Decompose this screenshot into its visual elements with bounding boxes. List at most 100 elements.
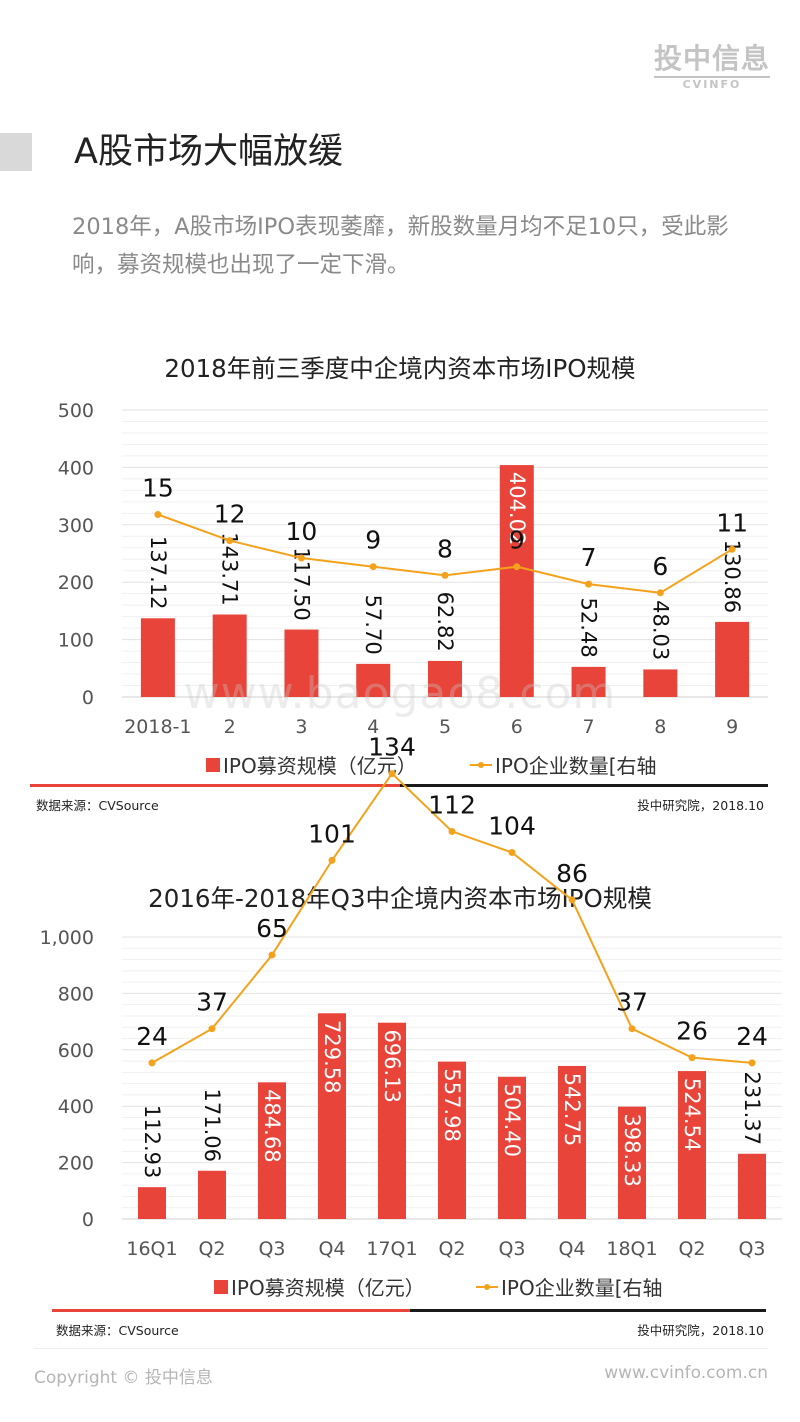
x-tick-label: 8 (654, 716, 666, 738)
x-tick-label: Q3 (738, 1238, 765, 1260)
count-label: 37 (196, 988, 228, 1017)
x-tick-label: Q4 (318, 1238, 345, 1260)
count-label: 24 (736, 1022, 768, 1051)
count-label: 15 (142, 474, 174, 503)
count-label: 11 (716, 508, 748, 537)
x-tick-label: 17Q1 (366, 1238, 417, 1260)
count-label: 24 (136, 1022, 168, 1051)
count-point (328, 856, 336, 864)
count-point (585, 580, 593, 588)
x-tick-label: 2018-1 (124, 716, 191, 738)
count-label: 10 (286, 517, 318, 546)
logo-english: CVINFO (653, 76, 770, 92)
y-tick-label: 500 (58, 400, 94, 422)
bar (715, 621, 750, 697)
chart-1-legend-bars: IPO募资规模（亿元） (206, 750, 417, 779)
footer-divider (34, 1348, 768, 1349)
bar-value-label: 171.06 (200, 1089, 224, 1162)
count-label: 101 (308, 819, 356, 848)
count-label: 134 (368, 733, 416, 762)
count-point (148, 1059, 156, 1067)
count-label: 104 (488, 811, 536, 840)
bar-value-label: 404.02 (505, 472, 529, 545)
bar (318, 1013, 346, 1219)
count-point (628, 1025, 636, 1033)
chart-1-divider-red (30, 784, 400, 787)
footer-website: www.cvinfo.com.cn (604, 1363, 768, 1383)
bar (499, 465, 534, 697)
y-tick-label: 400 (58, 457, 94, 479)
count-label: 12 (214, 500, 246, 529)
count-point (508, 848, 516, 856)
chart-1-legend-line: IPO企业数量[右轴 (470, 750, 657, 779)
x-tick-label: 18Q1 (606, 1238, 657, 1260)
bar-value-label: 557.98 (440, 1068, 464, 1141)
y-tick-label: 400 (58, 1096, 94, 1118)
x-tick-label: 9 (726, 716, 738, 738)
y-tick-label: 0 (82, 687, 94, 709)
y-tick-label: 600 (58, 1040, 94, 1062)
count-point (448, 827, 456, 835)
count-label: 9 (365, 526, 381, 555)
count-label: 9 (509, 526, 525, 555)
chart-2-source: 数据来源：CVSource (56, 1323, 179, 1338)
y-tick-label: 300 (58, 515, 94, 537)
footer-copyright: Copyright © 投中信息 (34, 1368, 213, 1388)
line-swatch-icon (476, 1283, 498, 1290)
bar-value-label: 504.40 (500, 1084, 524, 1157)
bar (643, 669, 678, 697)
bar-value-label: 231.37 (740, 1072, 764, 1145)
bar (140, 618, 175, 697)
logo-chinese: 投中信息 (653, 42, 770, 75)
chart-2-credit: 投中研究院，2018.10 (637, 1323, 764, 1338)
bar-value-label: 48.03 (648, 600, 672, 660)
chart-2-divider-red (52, 1309, 410, 1312)
bar-value-label: 57.70 (361, 595, 385, 655)
bar-value-label: 729.58 (320, 1020, 344, 1093)
bar (378, 1022, 406, 1219)
count-point (688, 1054, 696, 1062)
count-point (154, 511, 162, 518)
count-point (208, 1025, 216, 1033)
chart-2-divider-dark (410, 1309, 766, 1312)
x-tick-label: 5 (439, 716, 451, 738)
count-label: 112 (428, 790, 476, 819)
bar-value-label: 542.75 (560, 1073, 584, 1146)
count-point (369, 563, 377, 571)
chart-1-title: 2018年前三季度中企境内资本市场IPO规模 (164, 354, 636, 383)
bar (198, 1170, 226, 1219)
x-tick-label: Q2 (438, 1238, 465, 1260)
y-tick-label: 200 (58, 1153, 94, 1175)
bar-swatch-icon (214, 1279, 228, 1294)
y-tick-label: 1,000 (40, 927, 94, 949)
count-point (748, 1059, 756, 1067)
bar-value-label: 112.93 (140, 1105, 164, 1178)
x-tick-label: 6 (511, 716, 523, 738)
brand-logo: 投中信息 CVINFO (653, 42, 770, 92)
bar (284, 629, 319, 697)
count-point (441, 571, 449, 579)
bar-swatch-icon (206, 757, 220, 772)
bar-value-label: 696.13 (380, 1029, 404, 1102)
count-label: 65 (256, 914, 288, 943)
bar (618, 1106, 646, 1219)
chart-2-legend-line-label: IPO企业数量[右轴 (501, 1276, 663, 1300)
bar-value-label: 484.68 (260, 1089, 284, 1162)
x-tick-label: 7 (583, 716, 595, 738)
x-tick-label: Q2 (678, 1238, 705, 1260)
x-tick-label: Q3 (258, 1238, 285, 1260)
bar (571, 666, 606, 697)
bar (558, 1065, 586, 1219)
count-point (728, 545, 736, 553)
y-tick-label: 0 (82, 1209, 94, 1231)
y-tick-label: 800 (58, 983, 94, 1005)
count-label: 26 (676, 1017, 708, 1046)
watermark-text: www.baogao8.com (183, 668, 617, 719)
x-tick-label: Q4 (558, 1238, 585, 1260)
bar (428, 660, 462, 697)
count-label: 86 (556, 859, 588, 888)
chart-1-credit: 投中研究院，2018.10 (637, 798, 764, 813)
count-point (226, 537, 234, 545)
x-tick-label: Q3 (498, 1238, 525, 1260)
chart-2-title: 2016年-2018年Q3中企境内资本市场IPO规模 (148, 884, 652, 913)
